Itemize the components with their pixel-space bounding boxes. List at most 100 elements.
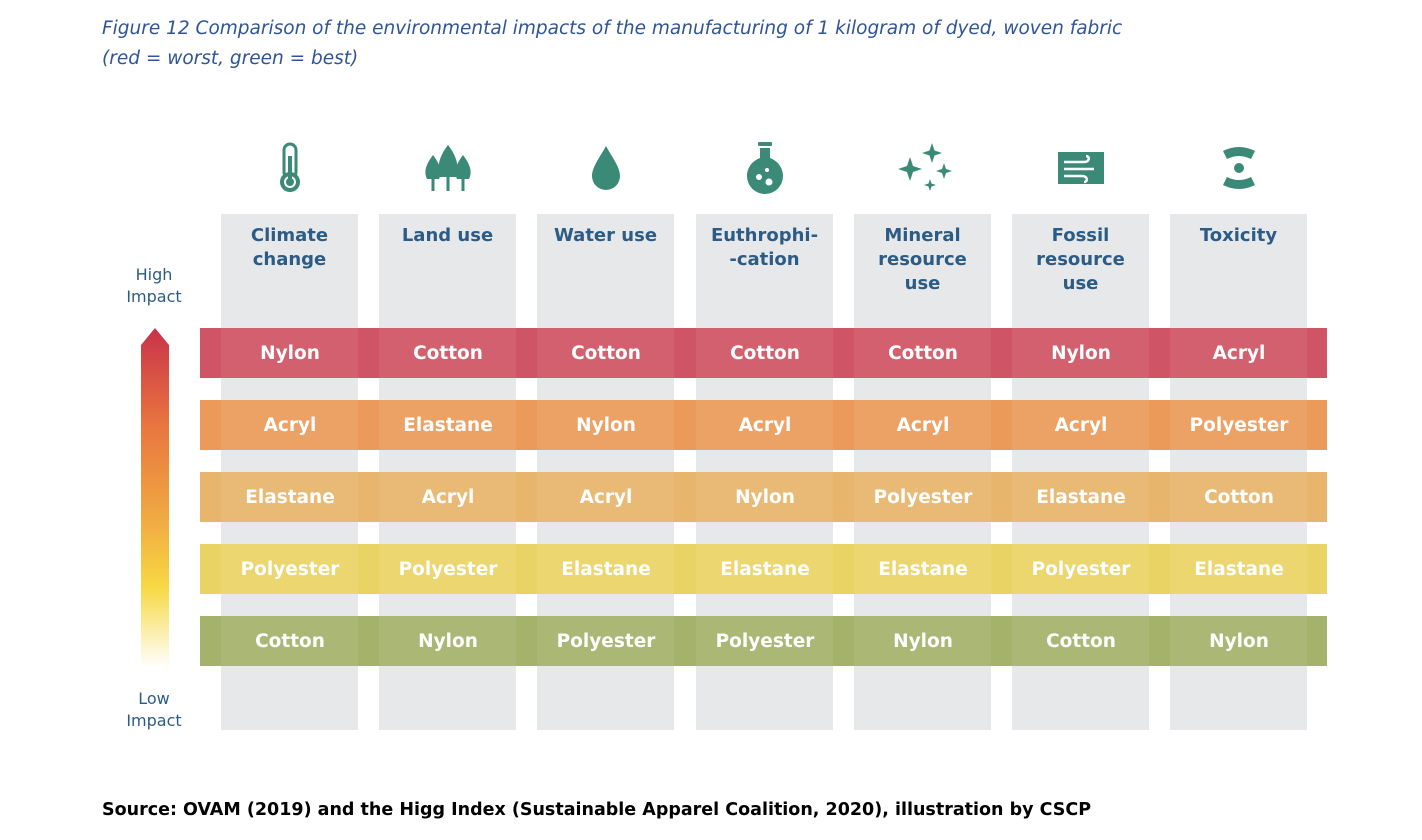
material-cell: Acryl: [738, 414, 792, 436]
column-overlay: [537, 472, 674, 522]
material-cell: Acryl: [896, 414, 950, 436]
column-overlay: [1012, 328, 1149, 378]
column-header: Fossil resource use: [1012, 224, 1149, 296]
material-cell: Nylon: [576, 414, 636, 436]
column-overlay: [854, 400, 991, 450]
column-overlay: [854, 328, 991, 378]
column-overlay: [1170, 400, 1307, 450]
flask-icon: [696, 138, 833, 198]
material-cell: Elastane: [245, 486, 335, 508]
column-header: Euthrophi- -cation: [696, 224, 833, 272]
column-header-line: use: [904, 273, 941, 294]
column-header: Mineral resource use: [854, 224, 991, 296]
material-cell: Cotton: [255, 630, 325, 652]
column-overlay: [854, 544, 991, 594]
column-overlay: [1012, 616, 1149, 666]
column-overlay: [1170, 472, 1307, 522]
material-cell: Polyester: [240, 558, 340, 580]
column-overlay: [854, 472, 991, 522]
trees-icon: [379, 138, 516, 198]
material-cell: Cotton: [1204, 486, 1274, 508]
material-cell: Cotton: [413, 342, 483, 364]
material-cell: Polyester: [1031, 558, 1131, 580]
column-header-line: Climate: [250, 225, 329, 246]
column-overlay: [1012, 400, 1149, 450]
material-cell: Elastane: [1036, 486, 1126, 508]
column-header-line: Toxicity: [1199, 225, 1278, 246]
material-cell: Polyester: [873, 486, 973, 508]
impact-row-1: Nylon Cotton Cotton Cotton Cotton Nylon Acryl: [200, 328, 1327, 378]
column-overlay: [221, 472, 358, 522]
material-cell: Acryl: [263, 414, 317, 436]
column-overlay: [1170, 616, 1307, 666]
column-header-line: use: [1062, 273, 1099, 294]
material-cell: Nylon: [893, 630, 953, 652]
column-header-line: Euthrophi-: [710, 225, 819, 246]
column-header-line: -cation: [729, 249, 800, 270]
material-cell: Polyester: [398, 558, 498, 580]
toxicity-icon: [1170, 138, 1307, 198]
source-note: Source: OVAM (2019) and the Higg Index (…: [102, 800, 1092, 820]
column-overlay: [221, 544, 358, 594]
column-header: Water use: [537, 224, 674, 248]
column-overlay: [696, 328, 833, 378]
material-cell: Elastane: [878, 558, 968, 580]
material-cell: Polyester: [1189, 414, 1289, 436]
column-header: Climate change: [221, 224, 358, 272]
column-overlay: [1170, 328, 1307, 378]
column-overlay: [379, 400, 516, 450]
column-overlay: [854, 616, 991, 666]
material-cell: Polyester: [715, 630, 815, 652]
column-overlay: [379, 328, 516, 378]
material-cell: Acryl: [1054, 414, 1108, 436]
material-cell: Nylon: [418, 630, 478, 652]
column-header-line: Mineral: [884, 225, 961, 246]
column-header-line: resource: [1036, 249, 1125, 270]
impact-row-5: Cotton Nylon Polyester Polyester Nylon Cotton…: [200, 616, 1327, 666]
column-overlay: [537, 328, 674, 378]
column-overlay: [379, 472, 516, 522]
column-header-line: Land use: [401, 225, 494, 246]
column-overlay: [1170, 544, 1307, 594]
column-overlay: [379, 544, 516, 594]
column-header: Land use: [379, 224, 516, 248]
material-cell: Acryl: [579, 486, 633, 508]
column-overlay: [1012, 472, 1149, 522]
material-cell: Acryl: [1212, 342, 1266, 364]
column-overlay: [696, 544, 833, 594]
impact-row-4: Polyester Polyester Elastane Elastane Elasta…: [200, 544, 1327, 594]
column-overlay: [221, 616, 358, 666]
column-overlay: [1012, 544, 1149, 594]
column-header-line: Water use: [553, 225, 658, 246]
column-header-line: Fossil: [1051, 225, 1110, 246]
sparkles-icon: [854, 138, 991, 198]
water-drop-icon: [537, 138, 674, 198]
material-cell: Elastane: [720, 558, 810, 580]
material-cell: Elastane: [1194, 558, 1284, 580]
column-overlay: [537, 616, 674, 666]
caption-line-1: Figure 12 Comparison of the environmenta…: [102, 18, 1123, 39]
column-header-line: resource: [878, 249, 967, 270]
material-cell: Cotton: [571, 342, 641, 364]
column-overlay: [537, 400, 674, 450]
column-header-line: change: [252, 249, 327, 270]
column-overlay: [379, 616, 516, 666]
thermometer-icon: [221, 138, 358, 198]
column-overlay: [696, 472, 833, 522]
low-impact-label: Low Impact: [126, 689, 182, 730]
caption-line-2: (red = worst, green = best): [102, 48, 359, 69]
figure-caption: Figure 12 Comparison of the environmenta…: [102, 14, 1282, 74]
impact-row-2: Acryl Elastane Nylon Acryl Acryl Acryl Polyest…: [200, 400, 1327, 450]
material-cell: Nylon: [735, 486, 795, 508]
impact-row-3: Elastane Acryl Acryl Nylon Polyester Elastane…: [200, 472, 1327, 522]
material-cell: Nylon: [1051, 342, 1111, 364]
column-overlay: [221, 328, 358, 378]
material-cell: Nylon: [260, 342, 320, 364]
column-header: Toxicity: [1170, 224, 1307, 248]
column-overlay: [696, 400, 833, 450]
material-cell: Cotton: [888, 342, 958, 364]
material-cell: Elastane: [561, 558, 651, 580]
impact-gradient-arrow: [141, 328, 169, 668]
fossil-fuel-icon: [1012, 138, 1149, 198]
material-cell: Nylon: [1209, 630, 1269, 652]
